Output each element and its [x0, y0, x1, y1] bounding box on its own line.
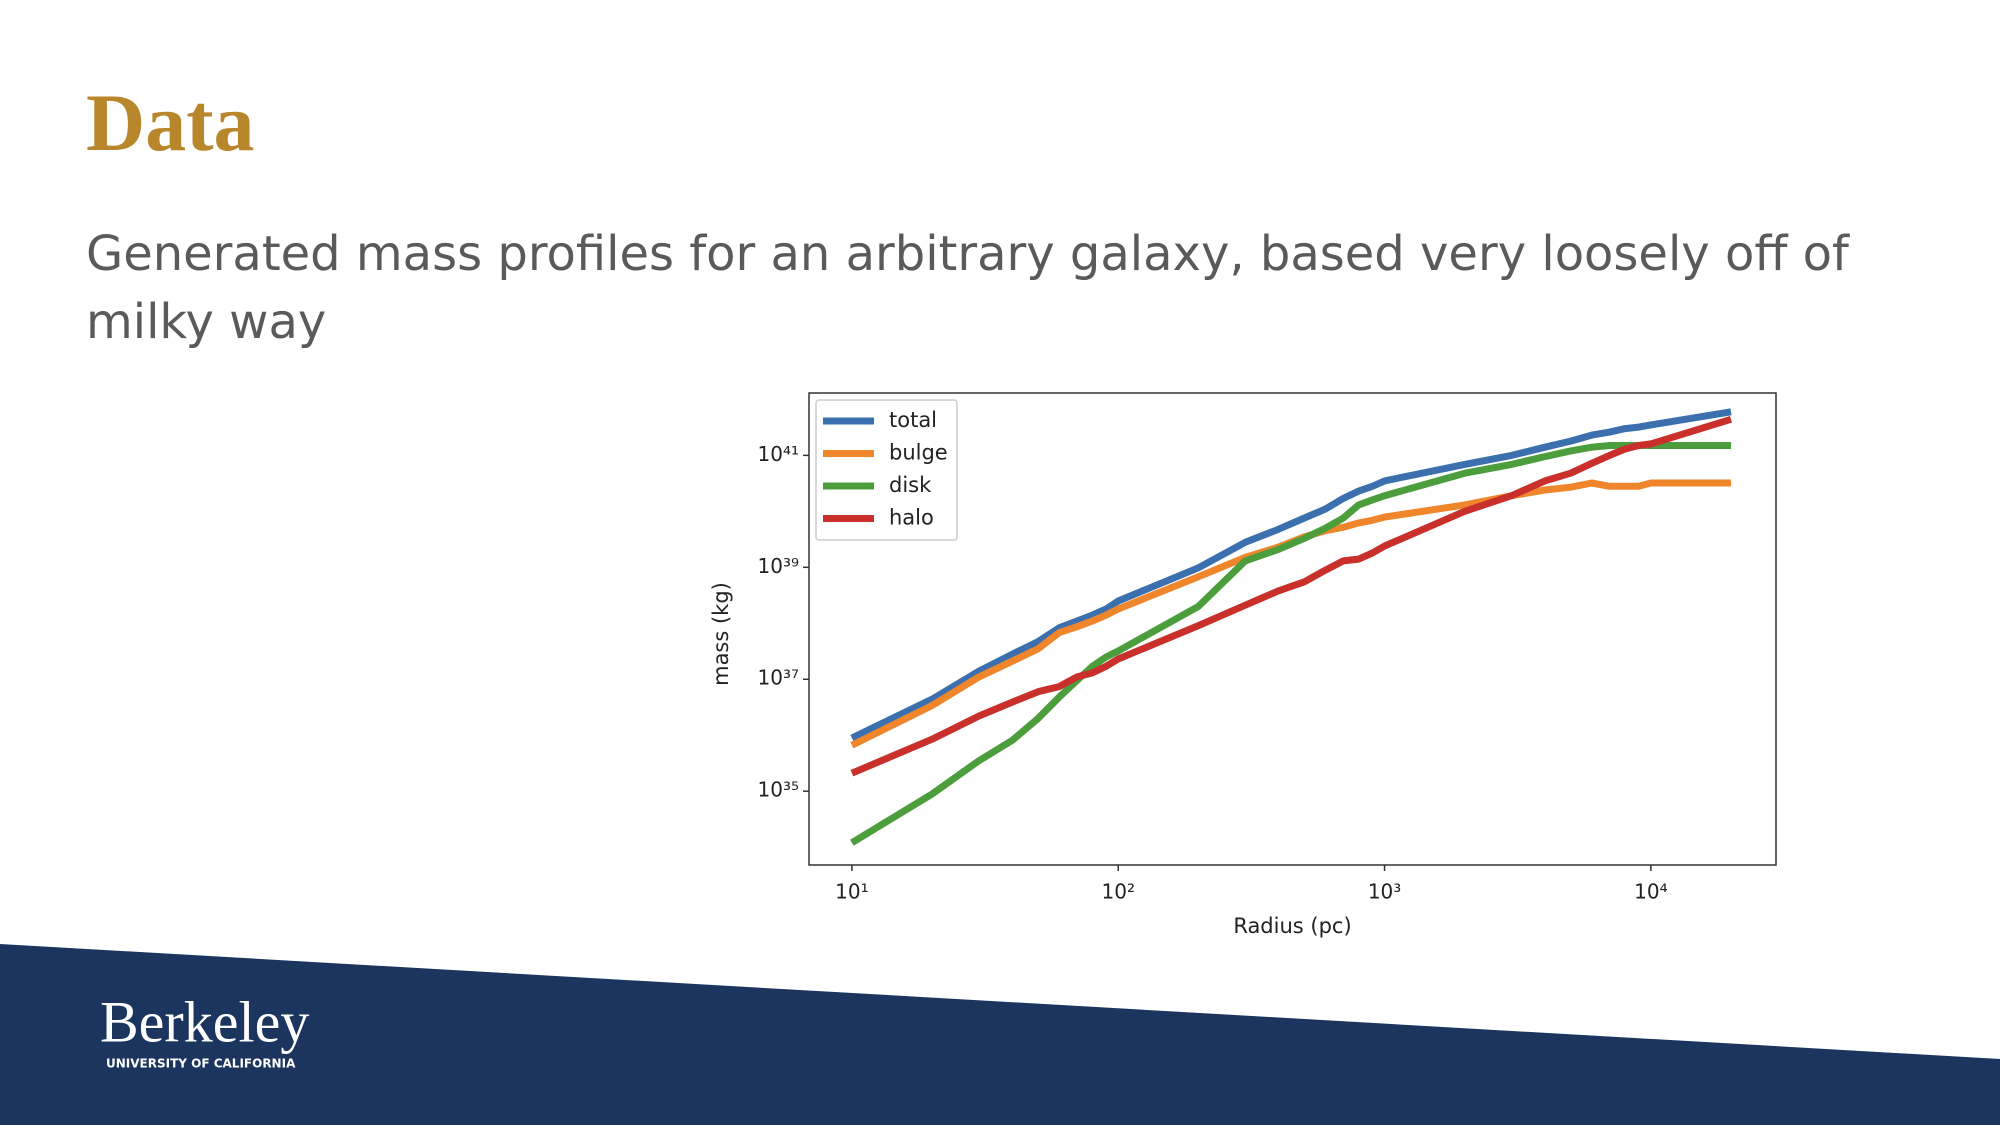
x-tick-label: 10³	[1368, 880, 1401, 904]
y-tick-label: 10³⁷	[758, 666, 799, 690]
x-axis-label: Radius (pc)	[1233, 914, 1351, 938]
y-tick-label: 10⁴¹	[758, 442, 799, 466]
slide-subtitle: Generated mass profiles for an arbitrary…	[86, 226, 1849, 350]
logo-subtitle: UNIVERSITY OF CALIFORNIA	[106, 1057, 296, 1071]
logo-name: Berkeley	[100, 989, 309, 1054]
x-tick-label: 10⁴	[1634, 880, 1667, 904]
series-line	[850, 408, 1732, 742]
footer-band	[0, 944, 2000, 1125]
y-tick-label: 10³⁹	[758, 554, 799, 578]
legend-label: halo	[889, 506, 934, 530]
legend-label: bulge	[889, 441, 948, 465]
x-tick-label: 10²	[1102, 880, 1135, 904]
x-tick-label: 10¹	[835, 880, 868, 904]
y-tick-label: 10³⁵	[758, 778, 799, 802]
y-axis-label: mass (kg)	[709, 582, 733, 686]
series-line	[850, 415, 1733, 777]
series-line	[850, 442, 1731, 846]
legend-box	[815, 399, 958, 541]
slide-title: Data	[86, 77, 255, 168]
plot-frame	[808, 392, 1777, 866]
legend-label: total	[889, 408, 937, 432]
legend-label: disk	[889, 473, 932, 497]
